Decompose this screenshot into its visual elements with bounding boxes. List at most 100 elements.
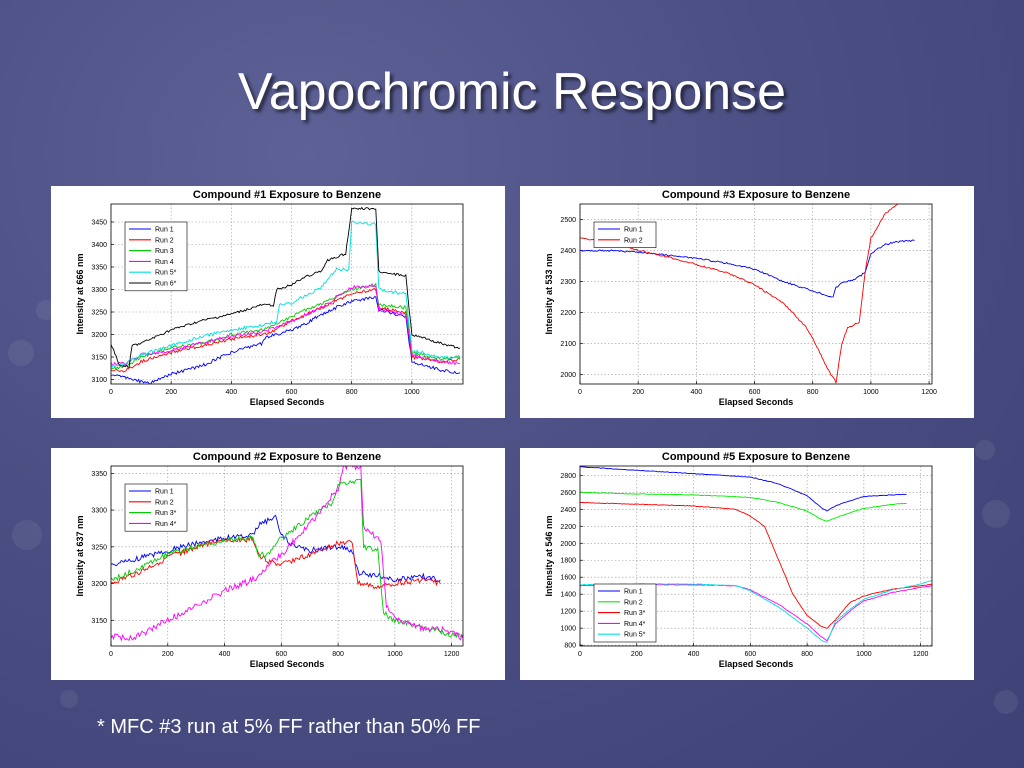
background-dot (12, 520, 42, 550)
y-tick-label: 3350 (91, 471, 107, 478)
series-line-run-1 (111, 514, 441, 583)
x-tick-label: 400 (225, 389, 237, 396)
x-tick-label: 800 (332, 651, 344, 658)
chart-panel-compound-1: Compound #1 Exposure to Benzene 0 200 400 60… (51, 186, 505, 418)
x-tick-label: 200 (162, 651, 174, 658)
x-tick-label: 1000 (856, 651, 872, 658)
x-tick-label: 0 (109, 389, 113, 396)
legend: Run 1 Run 2 (593, 221, 657, 248)
series-line-run-1 (580, 466, 907, 512)
grid-lines (579, 204, 932, 384)
legend-label-run-2: Run 2 (155, 499, 174, 506)
x-tick-label: 600 (744, 651, 756, 658)
y-axis-label: Intensity at 637 nm (75, 515, 85, 596)
footnote: * MFC #3 run at 5% FF rather than 50% FF (97, 716, 481, 738)
legend-label-run-4: Run 4 (155, 259, 174, 266)
legend-box (124, 221, 188, 292)
x-tick-label: 1200 (444, 651, 460, 658)
x-tick-label: 200 (631, 651, 643, 658)
grid-lines (110, 204, 463, 384)
y-tick-label: 1400 (560, 592, 576, 599)
x-tick-label: 200 (165, 389, 177, 396)
y-tick-label: 1000 (560, 626, 576, 633)
x-tick-label: 1000 (387, 651, 403, 658)
y-tick-label: 3350 (91, 265, 107, 272)
x-tick-label: 1000 (863, 389, 879, 396)
y-tick-label: 800 (564, 643, 576, 650)
x-tick-label: 0 (578, 651, 582, 658)
x-tick-label: 600 (275, 651, 287, 658)
series-line-run-1 (111, 296, 461, 384)
x-axis-label: Elapsed Seconds (719, 659, 794, 669)
chart-panel-compound-3: Compound #3 Exposure to Benzene 0 200 400 60… (520, 186, 974, 418)
legend-label-run-2: Run 2 (624, 237, 643, 244)
legend-label-run-3: Run 3* (624, 610, 646, 617)
x-tick-label: 1200 (921, 389, 937, 396)
y-tick-label: 2200 (560, 524, 576, 531)
legend: Run 1 Run 2 Run 3* Run 4* Run 5* (593, 583, 657, 643)
chart-panel-compound-5: Compound #5 Exposure to Benzene 0 200 400 60… (520, 448, 974, 680)
series-line-run-2 (580, 204, 899, 384)
legend-label-run-1: Run 1 (155, 489, 174, 496)
legend-label-run-3: Run 3 (155, 248, 174, 255)
series-line-run-4 (111, 282, 461, 366)
legend-label-run-5: Run 5* (155, 270, 177, 277)
y-axis-label: Intensity at 546 nm (544, 515, 554, 596)
legend-label-run-1: Run 1 (624, 589, 643, 596)
x-tick-label: 1200 (913, 651, 929, 658)
series-line-run-2 (111, 535, 441, 590)
chart-panel-compound-2: Compound #2 Exposure to Benzene 0 200 400 60… (51, 448, 505, 680)
x-tick-label: 800 (346, 389, 358, 396)
x-tick-label: 800 (801, 651, 813, 658)
y-tick-label: 3150 (91, 618, 107, 625)
chart-title: Compound #5 Exposure to Benzene (662, 451, 850, 463)
legend-label-run-6: Run 6* (155, 281, 177, 288)
y-tick-label: 3150 (91, 355, 107, 362)
legend-label-run-1: Run 1 (624, 227, 643, 234)
y-tick-label: 3300 (91, 287, 107, 294)
series-line-run-3 (111, 282, 461, 370)
plot-frame (110, 203, 464, 385)
y-tick-label: 2100 (560, 341, 576, 348)
y-tick-label: 2800 (560, 473, 576, 480)
series-group (111, 206, 461, 384)
series-line-run-2 (580, 491, 907, 522)
series-line-run-1 (580, 239, 915, 298)
y-tick-label: 3200 (91, 581, 107, 588)
y-tick-label: 3250 (91, 310, 107, 317)
x-tick-label: 600 (286, 389, 298, 396)
series-line-run-5 (111, 220, 461, 368)
legend-label-run-3: Run 3* (155, 510, 177, 517)
y-tick-label: 2400 (560, 248, 576, 255)
background-dot (975, 440, 995, 460)
plot-frame (579, 465, 933, 647)
legend-box (593, 221, 657, 248)
plot-frame (110, 465, 464, 647)
chart-compound-5: Compound #5 Exposure to Benzene 0 200 400 60… (544, 451, 933, 669)
plot-frame (579, 203, 933, 385)
series-line-run-4 (111, 466, 463, 642)
x-tick-label: 400 (688, 651, 700, 658)
y-tick-label: 2200 (560, 310, 576, 317)
y-tick-label: 2300 (560, 279, 576, 286)
series-line-run-6 (111, 206, 461, 368)
background-dot (982, 500, 1010, 528)
legend: Run 1 Run 2 Run 3 Run 4 Run 5* Run 6* (124, 221, 188, 292)
x-tick-label: 1000 (404, 389, 420, 396)
chart-compound-1: Compound #1 Exposure to Benzene 0 200 400 60… (75, 189, 464, 407)
x-axis-label: Elapsed Seconds (719, 397, 794, 407)
background-dot (8, 340, 34, 366)
series-group (111, 466, 463, 642)
y-tick-label: 3300 (91, 508, 107, 515)
x-tick-label: 400 (691, 389, 703, 396)
x-tick-label: 600 (749, 389, 761, 396)
legend-label-run-5: Run 5* (624, 632, 646, 639)
y-tick-label: 3250 (91, 544, 107, 551)
chart-title: Compound #3 Exposure to Benzene (662, 189, 850, 201)
x-axis-label: Elapsed Seconds (250, 659, 325, 669)
y-tick-label: 2600 (560, 490, 576, 497)
y-tick-label: 2000 (560, 541, 576, 548)
legend-label-run-2: Run 2 (155, 237, 174, 244)
background-dot (60, 690, 78, 708)
x-tick-label: 0 (109, 651, 113, 658)
